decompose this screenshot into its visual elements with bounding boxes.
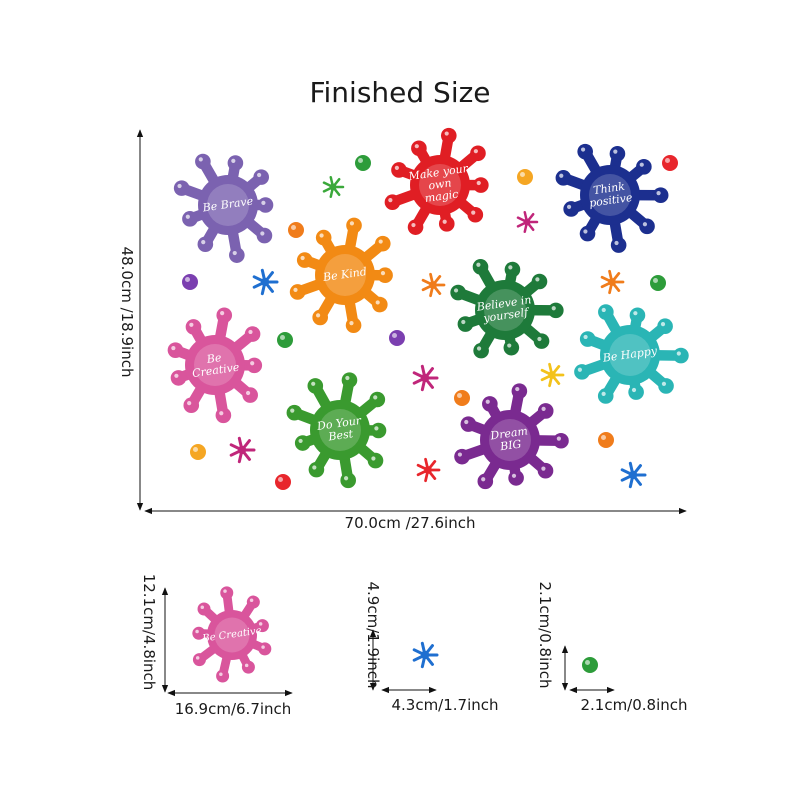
small-splash — [516, 211, 539, 233]
sample2-height-label: 4.9cm/1.9inch — [364, 581, 382, 689]
dot-highlight — [520, 172, 525, 177]
small-splash — [416, 457, 441, 483]
small-splash — [540, 362, 565, 388]
sample-blue-splash — [412, 641, 439, 669]
splat-1 — [173, 153, 274, 263]
dot-highlight — [358, 158, 363, 163]
splat-2 — [384, 127, 489, 235]
dot-highlight — [185, 277, 190, 282]
small-splash — [229, 436, 256, 464]
sample1-height-label: 12.1cm/4.8inch — [140, 573, 158, 691]
color-dot — [182, 274, 198, 290]
splat-9 — [454, 383, 569, 490]
color-dot — [662, 155, 678, 171]
splat-7 — [574, 304, 689, 404]
color-dot — [277, 332, 293, 348]
page-title: Finished Size — [309, 76, 491, 109]
color-dot — [598, 432, 614, 448]
dot-highlight — [280, 335, 285, 340]
splat-3 — [555, 143, 669, 253]
sample-creative-splat — [192, 586, 272, 683]
color-dot — [389, 330, 405, 346]
dot-highlight — [193, 447, 198, 452]
small-splash — [412, 364, 439, 392]
dot-highlight — [457, 393, 462, 398]
dot-highlight — [601, 435, 606, 440]
dot-highlight — [291, 225, 296, 230]
color-dot — [288, 222, 304, 238]
height-dimension-label: 48.0cm /18.9inch — [118, 246, 136, 378]
splat-4 — [289, 217, 393, 334]
dot-highlight — [392, 333, 397, 338]
splat-6 — [167, 307, 263, 424]
sample-green-dot — [582, 657, 598, 673]
splat-8 — [286, 372, 387, 489]
small-splash — [252, 268, 279, 296]
color-dot — [190, 444, 206, 460]
color-dot — [275, 474, 291, 490]
splat-5 — [450, 259, 564, 359]
sample1-width-label: 16.9cm/6.7inch — [174, 700, 292, 718]
dot-highlight — [653, 278, 658, 283]
width-dimension-label: 70.0cm /27.6inch — [344, 514, 476, 532]
color-dot — [650, 275, 666, 291]
sample3-height-label: 2.1cm/0.8inch — [536, 581, 554, 689]
color-dot — [355, 155, 371, 171]
dot-highlight — [278, 477, 283, 482]
color-dot — [517, 169, 533, 185]
sample2-width-label: 4.3cm/1.7inch — [391, 696, 499, 714]
small-splash — [620, 461, 647, 489]
dot-highlight — [665, 158, 670, 163]
small-splash — [600, 269, 625, 295]
small-splash — [421, 272, 446, 298]
sample3-width-label: 2.1cm/0.8inch — [580, 696, 688, 714]
dot-highlight — [585, 660, 590, 665]
color-dot — [454, 390, 470, 406]
small-splash — [322, 176, 345, 198]
